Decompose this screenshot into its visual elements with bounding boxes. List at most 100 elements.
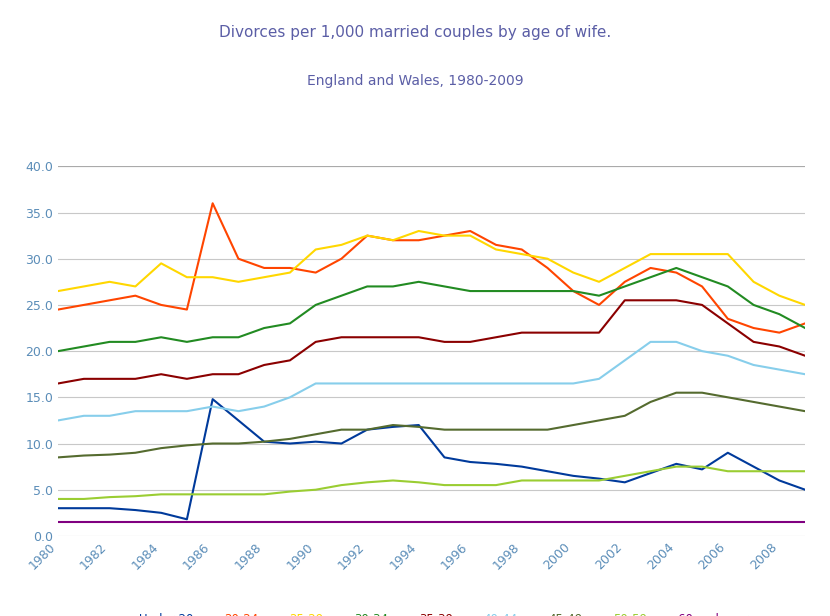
50-59 [259,490,269,498]
40-44 [130,408,140,415]
30-34 [259,324,269,331]
20-24 [671,269,681,276]
Under 20 [388,423,398,431]
45-49 [466,426,476,434]
40-44 [697,347,707,355]
25-29 [310,246,320,253]
35-39 [310,338,320,346]
25-29 [440,232,450,239]
Under 20 [259,438,269,445]
20-24 [182,306,192,313]
35-39 [620,296,630,304]
20-24 [53,306,63,313]
40-44 [413,379,423,387]
40-44 [723,352,733,360]
Under 20 [774,477,784,484]
Under 20 [517,463,527,471]
60 and over [749,519,759,526]
50-59 [79,495,89,503]
60 and over [310,519,320,526]
20-24 [79,301,89,309]
20-24 [723,315,733,322]
Under 20 [130,506,140,514]
50-59 [156,490,166,498]
Line: 25-29: 25-29 [58,231,805,305]
35-39 [53,379,63,387]
20-24 [233,255,243,262]
30-34 [749,301,759,309]
45-49 [362,426,372,434]
60 and over [543,519,553,526]
20-24 [413,237,423,244]
60 and over [233,519,243,526]
50-59 [620,472,630,479]
35-39 [208,370,217,378]
25-29 [388,237,398,244]
Under 20 [543,468,553,475]
25-29 [182,274,192,281]
Under 20 [440,453,450,461]
50-59 [285,488,295,495]
30-34 [440,283,450,290]
20-24 [259,264,269,272]
40-44 [336,379,346,387]
60 and over [620,519,630,526]
30-34 [594,292,604,299]
30-34 [620,283,630,290]
30-34 [182,338,192,346]
Under 20 [800,486,810,493]
40-44 [105,412,115,419]
40-44 [800,370,810,378]
35-39 [440,338,450,346]
30-34 [208,333,217,341]
50-59 [774,468,784,475]
50-59 [53,495,63,503]
35-39 [362,333,372,341]
Under 20 [362,426,372,434]
Under 20 [697,466,707,473]
45-49 [208,440,217,447]
50-59 [336,482,346,489]
60 and over [79,519,89,526]
50-59 [182,490,192,498]
35-39 [749,338,759,346]
35-39 [388,333,398,341]
60 and over [646,519,656,526]
30-34 [130,338,140,346]
40-44 [774,366,784,373]
40-44 [569,379,579,387]
35-39 [491,333,501,341]
40-44 [310,379,320,387]
25-29 [362,232,372,239]
35-39 [517,329,527,336]
Under 20 [749,463,759,471]
30-34 [517,287,527,294]
30-34 [285,320,295,327]
Under 20 [336,440,346,447]
45-49 [749,398,759,405]
20-24 [594,301,604,309]
35-39 [130,375,140,383]
30-34 [671,264,681,272]
25-29 [620,264,630,272]
Under 20 [285,440,295,447]
20-24 [310,269,320,276]
25-29 [285,269,295,276]
45-49 [646,398,656,405]
35-39 [569,329,579,336]
20-24 [388,237,398,244]
60 and over [697,519,707,526]
Line: 45-49: 45-49 [58,393,805,457]
35-39 [594,329,604,336]
50-59 [466,482,476,489]
35-39 [800,352,810,360]
45-49 [79,452,89,460]
60 and over [105,519,115,526]
20-24 [130,292,140,299]
Legend: Under 20, 20-24, 25-29, 30-34, 35-39, 40-44, 45-49, 50-59, 60 and over: Under 20, 20-24, 25-29, 30-34, 35-39, 40… [110,609,754,616]
60 and over [388,519,398,526]
30-34 [723,283,733,290]
30-34 [466,287,476,294]
25-29 [723,250,733,257]
60 and over [800,519,810,526]
